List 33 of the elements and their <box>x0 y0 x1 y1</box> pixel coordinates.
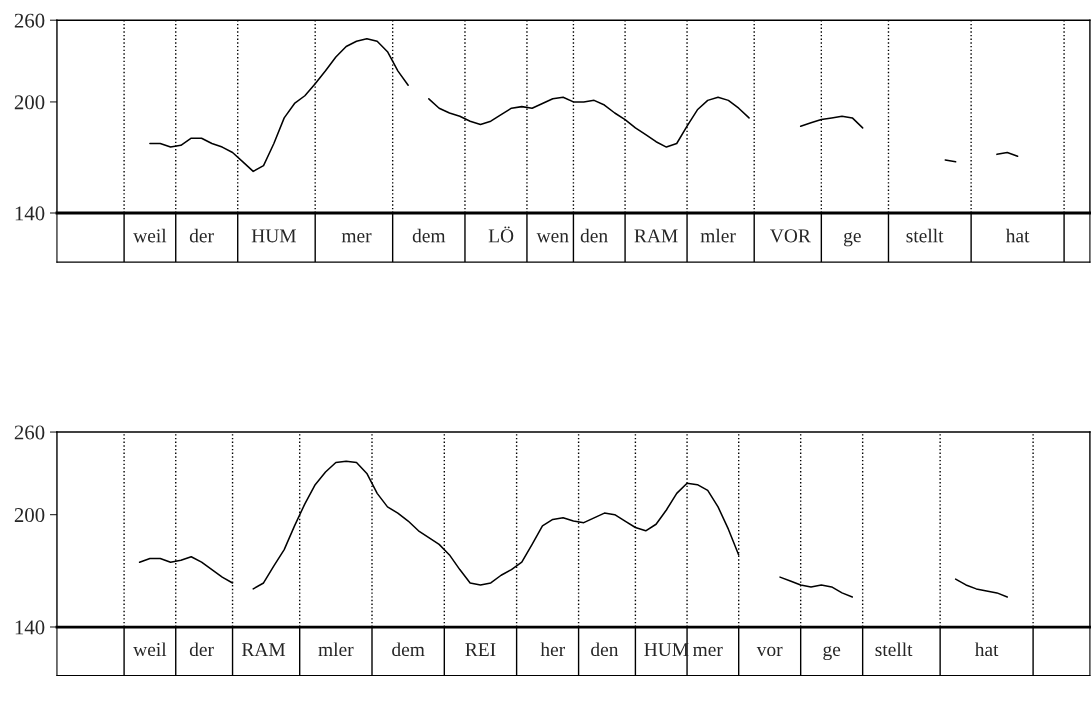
x-tick-label: LÖ <box>488 226 514 243</box>
x-tick-label: ge <box>823 645 841 661</box>
y-tick-label: 200 <box>14 95 45 110</box>
x-tick-label: her <box>540 642 566 657</box>
y-tick-label: 140 <box>15 206 45 221</box>
x-tick-label: HUM <box>251 229 296 243</box>
x-tick-label: hat <box>1005 228 1030 243</box>
x-tick-label: den <box>591 642 619 657</box>
y-tick-label: 200 <box>14 508 45 523</box>
x-tick-label: VOR <box>770 229 811 243</box>
x-tick-label: mler <box>700 228 736 243</box>
x-tick-label: der <box>189 642 214 657</box>
x-tick-label: weil <box>133 642 167 657</box>
x-tick-label: ge <box>843 232 861 247</box>
x-tick-label: stellt <box>875 642 913 657</box>
x-tick-label: den <box>580 228 608 243</box>
x-tick-label: dem <box>412 228 446 243</box>
x-tick-label: dem <box>392 642 425 657</box>
y-tick-label: 260 <box>14 13 45 28</box>
x-tick-label: mler <box>318 642 354 657</box>
x-tick-label: REI <box>465 643 496 656</box>
x-tick-label: RAM <box>634 229 678 243</box>
y-tick-label: 260 <box>14 425 45 440</box>
x-tick-label: mer <box>693 646 723 657</box>
x-tick-label: der <box>189 228 214 243</box>
x-tick-label: hat <box>974 642 999 657</box>
x-tick-label: weil <box>133 228 167 243</box>
x-tick-label: mer <box>341 233 372 243</box>
y-tick-label: 140 <box>15 620 45 635</box>
x-tick-label: wen <box>536 233 569 243</box>
x-tick-label: RAM <box>241 643 286 656</box>
x-tick-label: vor <box>756 646 783 657</box>
x-tick-label: stellt <box>906 228 944 243</box>
